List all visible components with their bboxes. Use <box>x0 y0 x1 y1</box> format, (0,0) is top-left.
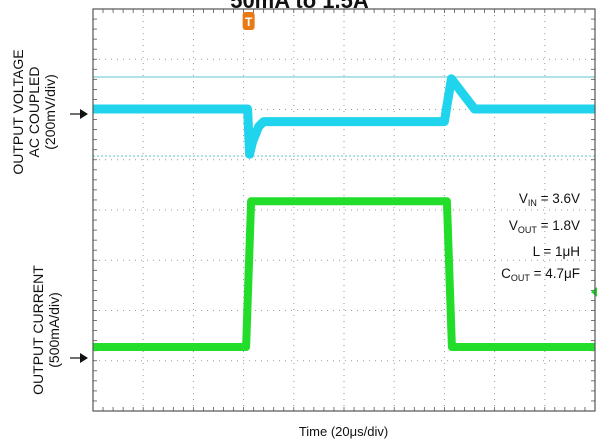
traces <box>93 74 595 351</box>
condition-l: L = 1μH <box>532 244 580 259</box>
test-conditions: VIN = 3.6V VOUT = 1.8V L = 1μH COUT = 4.… <box>440 188 580 289</box>
trigger-marker <box>242 12 255 30</box>
markers: T <box>70 12 597 363</box>
reference-lines <box>93 76 595 157</box>
condition-cout: COUT = 4.7μF <box>501 265 580 283</box>
graticule-frame <box>92 8 596 412</box>
grid <box>92 8 596 412</box>
x-axis-label: Time (20μs/div) <box>298 424 389 439</box>
voltage-level-arrow <box>80 109 88 119</box>
trigger-level-arrow <box>591 287 597 297</box>
current-level-arrow <box>80 353 88 363</box>
voltage-trace <box>93 74 595 159</box>
y-axis-label-current: OUTPUT CURRENT (500mA/div) <box>30 265 62 395</box>
condition-vout: VOUT = 1.8V <box>508 217 580 235</box>
trigger-marker-label: T <box>245 15 253 29</box>
condition-vin: VIN = 3.6V <box>518 191 580 208</box>
y-axis-label-voltage: OUTPUT VOLTAGE AC COUPLED (200mV/div) <box>10 49 58 175</box>
current-trace <box>93 197 595 351</box>
